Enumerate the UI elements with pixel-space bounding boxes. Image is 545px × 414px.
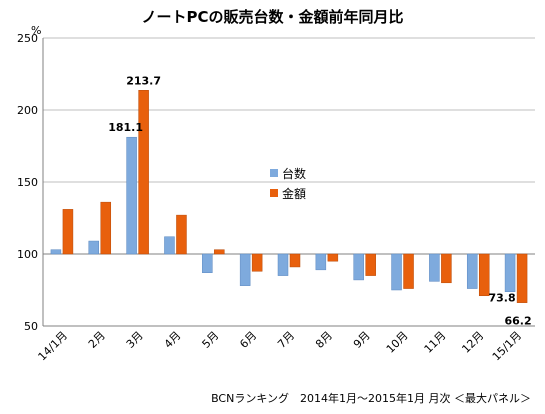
y-tick-label: 50 [24, 320, 38, 333]
bar-count [126, 136, 137, 255]
bar-count [88, 240, 100, 255]
grid-layer [43, 37, 535, 255]
bar-count [315, 253, 327, 271]
x-tick-label: 8月 [313, 329, 335, 351]
legend-label-count: 台数 [282, 166, 307, 181]
bar-amount [214, 249, 225, 255]
bar-amount [403, 253, 414, 289]
bar-amount [251, 253, 263, 272]
data-label: 213.7 [126, 74, 161, 87]
legend-item-amount: 金額 [270, 183, 306, 203]
legend-swatch-count [270, 169, 278, 177]
bar-amount [100, 201, 112, 255]
legend-label-amount: 金額 [282, 186, 307, 201]
bar-amount [289, 253, 301, 268]
y-unit-label: % [31, 24, 41, 37]
bar-amount [327, 253, 339, 262]
bar-amount [441, 253, 452, 284]
bar-count [164, 236, 175, 255]
y-tick-label: 150 [17, 176, 38, 189]
x-tick-label: 11月 [422, 329, 449, 356]
bar-count [277, 253, 289, 276]
bar-count [429, 253, 440, 282]
bars-layer [50, 90, 528, 303]
data-label: 73.8 [489, 292, 516, 305]
y-tick-label: 100 [17, 248, 38, 261]
bar-amount [138, 90, 149, 255]
bar-count [50, 249, 62, 255]
x-tick-label: 9月 [351, 329, 373, 351]
data-label: 181.1 [108, 121, 143, 134]
bar-amount [62, 209, 74, 255]
bar-count [353, 253, 364, 281]
legend-swatch-amount [270, 189, 278, 197]
x-tick-label: 15/1月 [490, 329, 524, 363]
x-tick-label: 14/1月 [36, 329, 70, 363]
bar-count [504, 253, 516, 292]
legend: 台数 金額 [270, 163, 306, 203]
x-tick-label: 10月 [384, 329, 411, 356]
x-tick-label: 12月 [459, 329, 486, 356]
y-tick-label: 250 [17, 32, 38, 45]
bar-amount [478, 253, 490, 297]
bar-count [391, 253, 402, 291]
x-tick-label: 5月 [200, 329, 222, 351]
x-tick-label: 6月 [237, 329, 259, 351]
footnote: BCNランキング 2014年1月〜2015年1月 月次 ＜最大パネル＞ [211, 392, 531, 405]
bar-amount [365, 253, 376, 276]
bar-amount [176, 214, 187, 255]
x-tick-label: 2月 [86, 329, 108, 351]
y-tick-label: 200 [17, 104, 38, 117]
bar-count [466, 253, 478, 289]
label-layer: 181.1 213.7 73.8 66.2 [108, 74, 531, 327]
legend-item-count: 台数 [270, 163, 306, 183]
chart-title: ノートPCの販売台数・金額前年同月比 [141, 8, 404, 26]
bar-count [239, 253, 251, 286]
x-tick-label: 3月 [124, 329, 146, 351]
bar-amount [516, 253, 528, 303]
x-tick-label: 4月 [162, 329, 184, 351]
bar-count [202, 253, 213, 273]
data-label: 66.2 [505, 315, 532, 328]
x-tick-label: 7月 [275, 329, 297, 351]
